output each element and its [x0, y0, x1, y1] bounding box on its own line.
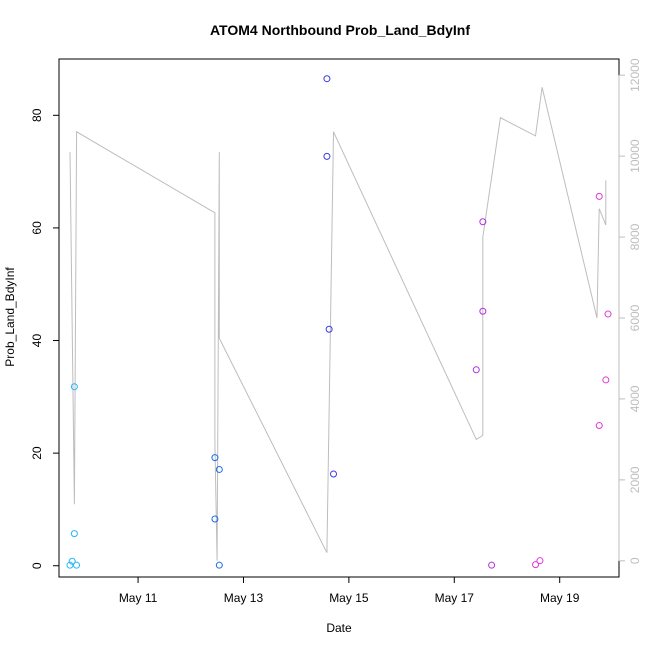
x-tick-label: May 13 [224, 591, 264, 605]
data-point [479, 218, 487, 226]
data-point [211, 515, 219, 523]
y-right-tick-label: 0 [628, 557, 642, 564]
x-tick-label: May 19 [540, 591, 580, 605]
data-point [70, 530, 78, 538]
y-right-tick-label: 10000 [628, 139, 642, 173]
y-axis-label: Prob_Land_BdyInf [3, 267, 17, 367]
x-tick-label: May 11 [119, 591, 158, 605]
x-tick-label: May 17 [435, 591, 475, 605]
data-point [536, 557, 544, 565]
data-point [73, 561, 81, 569]
data-point [70, 383, 78, 391]
plot-frame [58, 58, 620, 578]
count-line-series [69, 87, 607, 561]
x-axis: May 11 May 13 May 15 May 17 May 19 [119, 577, 580, 605]
y-right-tick-label: 4000 [628, 385, 642, 412]
y-right-tick-label: 2000 [628, 466, 642, 493]
y-left-tick-label: 20 [30, 446, 44, 460]
data-point [472, 366, 480, 374]
data-point [211, 454, 219, 462]
x-tick-label: May 15 [329, 591, 369, 605]
data-point [68, 557, 76, 565]
y-left-tick-label: 80 [30, 108, 44, 122]
y-right-tick-label: 12000 [628, 58, 642, 92]
x-axis-label: Date [326, 621, 352, 635]
data-point [325, 325, 333, 333]
y-left-tick-label: 0 [30, 562, 44, 569]
data-point [532, 561, 540, 569]
data-point [595, 422, 603, 430]
data-point [604, 310, 612, 318]
data-point [479, 307, 487, 315]
data-point [66, 561, 74, 569]
data-point [488, 561, 496, 569]
data-point [595, 192, 603, 200]
y-axis-left: 0 20 40 60 80 [30, 108, 60, 569]
data-point [215, 465, 223, 473]
data-point [330, 470, 338, 478]
y-right-tick-label: 6000 [628, 304, 642, 331]
y-right-tick-label: 8000 [628, 223, 642, 250]
data-point [323, 75, 331, 83]
data-point [602, 376, 610, 384]
data-point [323, 152, 331, 160]
y-left-tick-label: 40 [30, 334, 44, 348]
series-layer [66, 75, 612, 569]
chart-title: ATOM4 Northbound Prob_Land_BdyInf [210, 22, 470, 38]
data-point [215, 561, 223, 569]
y-left-tick-label: 60 [30, 221, 44, 235]
y-axis-right: 0 2000 4000 6000 8000 10000 12000 [618, 58, 642, 564]
